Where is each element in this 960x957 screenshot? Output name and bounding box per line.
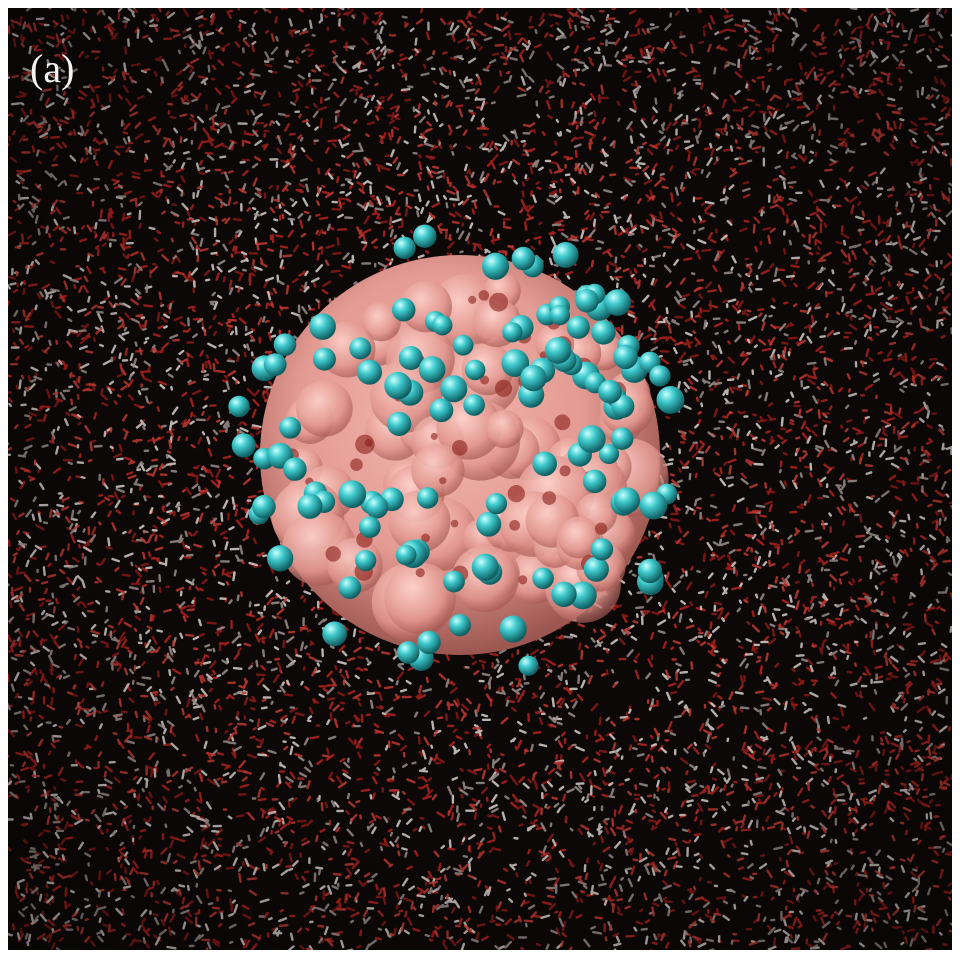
panel-label: (a) <box>30 46 74 91</box>
page: (a) (() => { const data = JSON.parse(doc… <box>0 0 960 957</box>
vignette <box>8 8 952 950</box>
figure: (a) <box>0 0 960 957</box>
render <box>3 2 957 956</box>
